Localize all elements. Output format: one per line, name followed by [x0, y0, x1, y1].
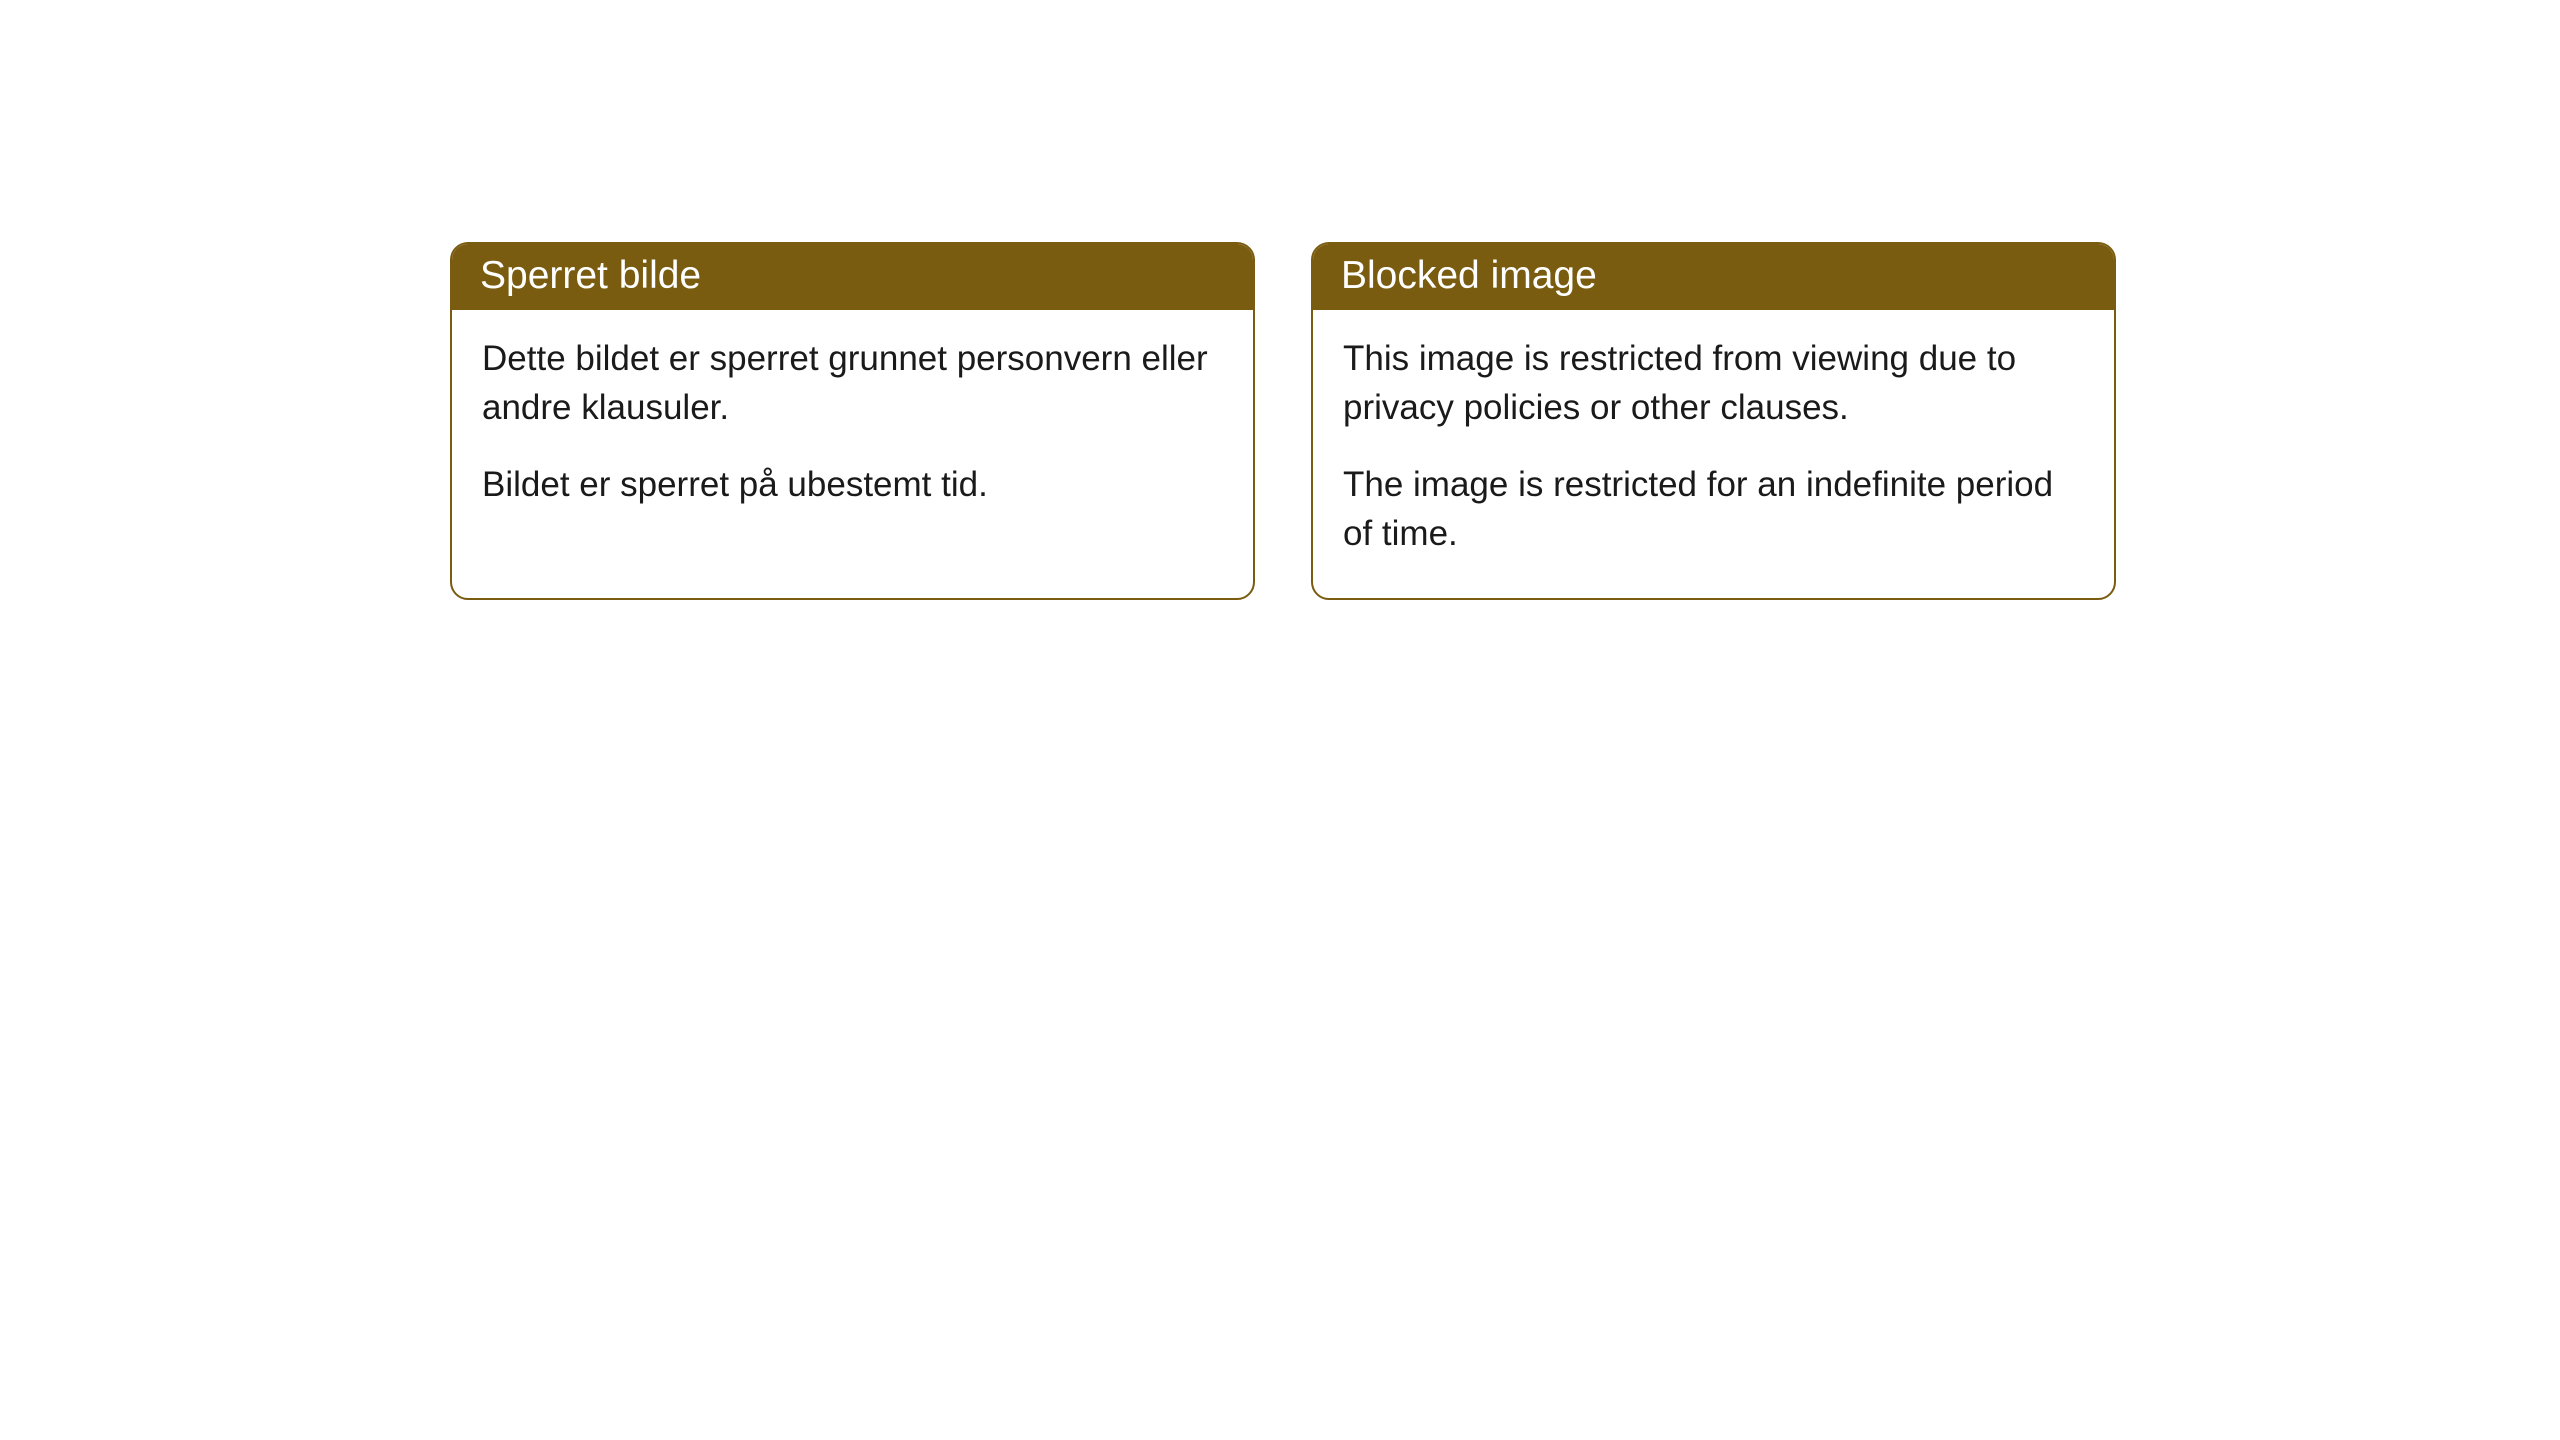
card-paragraph-2-english: The image is restricted for an indefinit… [1343, 460, 2084, 558]
card-english: Blocked image This image is restricted f… [1311, 242, 2116, 600]
card-norwegian: Sperret bilde Dette bildet er sperret gr… [450, 242, 1255, 600]
card-body-norwegian: Dette bildet er sperret grunnet personve… [452, 310, 1253, 549]
card-header-norwegian: Sperret bilde [452, 244, 1253, 310]
cards-container: Sperret bilde Dette bildet er sperret gr… [450, 242, 2116, 600]
card-paragraph-1-english: This image is restricted from viewing du… [1343, 334, 2084, 432]
card-paragraph-1-norwegian: Dette bildet er sperret grunnet personve… [482, 334, 1223, 432]
card-header-english: Blocked image [1313, 244, 2114, 310]
card-body-english: This image is restricted from viewing du… [1313, 310, 2114, 598]
card-paragraph-2-norwegian: Bildet er sperret på ubestemt tid. [482, 460, 1223, 509]
